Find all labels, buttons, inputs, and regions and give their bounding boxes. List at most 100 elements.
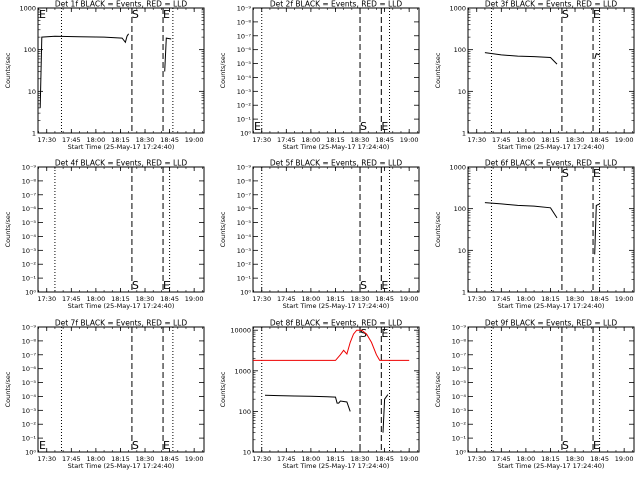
- series-line-1: [39, 33, 130, 108]
- panel-det-2: Det 2f BLACK = Events, RED = LLD 17:30 17:…: [219, 0, 420, 151]
- panel-title: Det 7f BLACK = Events, RED = LLD: [55, 319, 188, 328]
- x-tick-label: 19:00: [615, 136, 634, 144]
- panel-det-7: Det 7f BLACK = Events, RED = LLD 17:30 17:…: [4, 319, 205, 470]
- x-tick-label: 18:45: [590, 295, 609, 303]
- x-tick-label: 19:00: [615, 295, 634, 303]
- x-tick-label: 17:30: [467, 295, 486, 303]
- x-tick-label: 18:00: [517, 136, 536, 144]
- plot-frame: [252, 7, 420, 134]
- y-tick-label: 10⁻²: [22, 421, 37, 429]
- x-tick-label: 18:00: [87, 455, 106, 463]
- event-marker-label: E: [163, 439, 170, 452]
- x-tick-label: 18:45: [375, 455, 394, 463]
- x-tick-label: 18:15: [326, 295, 345, 303]
- y-tick-label: 10: [243, 449, 251, 457]
- panel-det-5: Det 5f BLACK = Events, RED = LLD 17:30 17:…: [219, 159, 420, 310]
- x-tick-label: 17:30: [252, 136, 271, 144]
- y-tick-label: 10⁰: [455, 449, 466, 457]
- y-tick-label: 10⁻⁹: [237, 164, 252, 172]
- x-tick-label: 17:30: [252, 455, 271, 463]
- panel-title: Det 2f BLACK = Events, RED = LLD: [270, 0, 403, 9]
- x-tick-label: 17:30: [252, 295, 271, 303]
- y-tick-label: 10⁻⁴: [237, 74, 252, 82]
- event-marker-label: S: [132, 8, 139, 21]
- plot-frame: [467, 7, 635, 134]
- y-tick-label: 10⁻³: [452, 407, 467, 415]
- panel-title: Det 4f BLACK = Events, RED = LLD: [55, 159, 188, 168]
- series-line-1: [594, 53, 600, 60]
- y-tick-label: 10⁻³: [22, 247, 37, 255]
- x-tick-label: 18:30: [566, 295, 585, 303]
- x-tick-label: 17:45: [62, 455, 81, 463]
- event-marker-label: S: [360, 120, 367, 133]
- series-line-1: [264, 394, 351, 412]
- y-tick-label: 1000: [234, 367, 251, 375]
- x-tick-label: 18:00: [87, 295, 106, 303]
- y-tick-label: 10000: [230, 327, 251, 335]
- event-marker-label: S: [562, 8, 569, 21]
- x-tick-label: 18:30: [351, 455, 370, 463]
- y-axis-label: Counts/sec: [219, 52, 227, 88]
- panel-title: Det 3f BLACK = Events, RED = LLD: [485, 0, 618, 9]
- x-tick-label: 17:30: [467, 136, 486, 144]
- x-axis-label: Start Time (25-May-17 17:24:40): [68, 462, 175, 470]
- x-tick-label: 18:30: [351, 295, 370, 303]
- y-axis-label: Counts/sec: [4, 52, 12, 88]
- y-tick-label: 10⁻⁹: [237, 5, 252, 13]
- event-marker-label: E: [39, 8, 46, 21]
- x-axis-label: Start Time (25-May-17 17:24:40): [68, 302, 175, 310]
- x-tick-label: 18:00: [517, 455, 536, 463]
- panel-title: Det 6f BLACK = Events, RED = LLD: [485, 159, 618, 168]
- x-tick-label: 17:30: [467, 455, 486, 463]
- x-tick-label: 17:45: [62, 136, 81, 144]
- series-line-1: [382, 394, 389, 433]
- x-tick-label: 19:00: [400, 136, 419, 144]
- y-tick-label: 10⁻⁹: [452, 324, 467, 332]
- x-tick-label: 18:45: [160, 295, 179, 303]
- panel-det-4: Det 4f BLACK = Events, RED = LLD 17:30 17:…: [4, 159, 205, 310]
- plot-frame: [467, 326, 635, 453]
- y-tick-label: 10⁻⁴: [22, 233, 37, 241]
- series-line-2: [253, 329, 410, 361]
- x-axis-label: Start Time (25-May-17 17:24:40): [283, 143, 390, 151]
- event-marker-label: S: [132, 439, 139, 452]
- x-tick-label: 18:30: [136, 455, 155, 463]
- event-marker-label: E: [254, 120, 261, 133]
- event-marker-label: E: [593, 167, 600, 180]
- x-tick-label: 17:45: [492, 136, 511, 144]
- y-tick-label: 100: [24, 46, 36, 54]
- x-tick-label: 18:45: [375, 136, 394, 144]
- panel-title: Det 1f BLACK = Events, RED = LLD: [55, 0, 188, 9]
- event-marker-label: E: [381, 279, 388, 292]
- y-tick-label: 10⁻⁷: [22, 191, 37, 199]
- y-tick-label: 10⁻²: [237, 261, 252, 269]
- x-tick-label: 17:30: [37, 295, 56, 303]
- x-tick-label: 18:15: [541, 136, 560, 144]
- y-tick-label: 100: [454, 46, 466, 54]
- y-tick-label: 10⁻¹: [237, 116, 252, 124]
- y-axis-label: Counts/sec: [219, 211, 227, 247]
- y-tick-label: 10⁻¹: [22, 275, 37, 283]
- panel-det-1: Det 1f BLACK = Events, RED = LLD 17:30 17:…: [4, 0, 205, 151]
- y-tick-label: 10: [28, 88, 36, 96]
- y-tick-label: 10: [458, 88, 466, 96]
- y-tick-label: 1000: [19, 5, 36, 13]
- x-tick-label: 17:45: [277, 295, 296, 303]
- y-axis-label: Counts/sec: [4, 211, 12, 247]
- y-tick-label: 10⁻²: [452, 421, 467, 429]
- y-tick-label: 1000: [449, 164, 466, 172]
- plot-frame: [37, 7, 205, 134]
- y-tick-label: 1: [462, 130, 466, 138]
- event-marker-label: E: [381, 120, 388, 133]
- x-tick-label: 18:00: [302, 455, 321, 463]
- event-marker-label: S: [360, 327, 367, 340]
- x-axis-label: Start Time (25-May-17 17:24:40): [498, 302, 605, 310]
- event-marker-label: S: [562, 439, 569, 452]
- x-tick-label: 17:45: [277, 455, 296, 463]
- y-tick-label: 10⁻⁸: [22, 337, 37, 345]
- x-tick-label: 18:45: [160, 136, 179, 144]
- panel-title: Det 5f BLACK = Events, RED = LLD: [270, 159, 403, 168]
- y-tick-label: 10⁰: [240, 289, 251, 297]
- y-axis-label: Counts/sec: [219, 371, 227, 407]
- panel-title: Det 8f BLACK = Events, RED = LLD: [270, 319, 403, 328]
